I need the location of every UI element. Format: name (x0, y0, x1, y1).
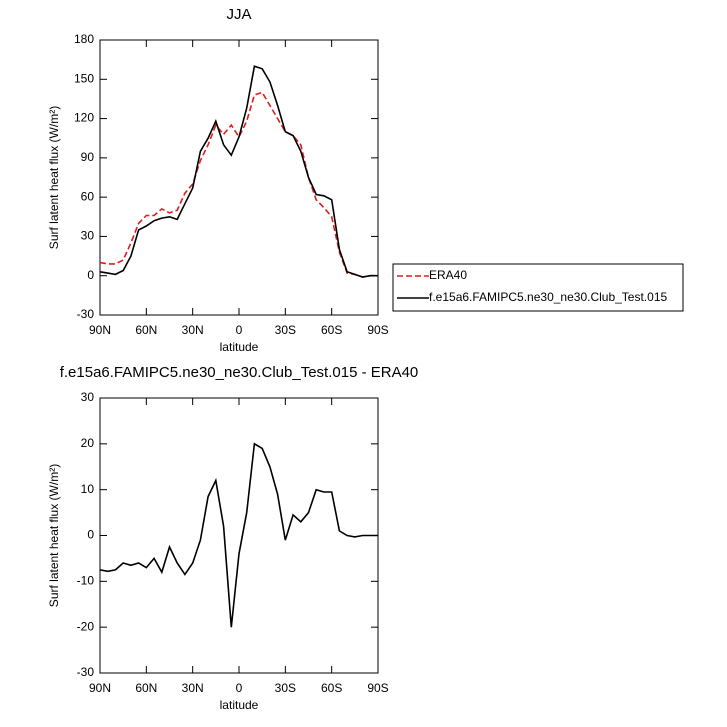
x-axis-label: latitude (220, 698, 259, 712)
y-axis-label: Surf latent heat flux (W/m²) (47, 106, 61, 249)
y-tick-label: 150 (74, 71, 94, 85)
legend-box (392, 263, 684, 312)
y-tick-label: 0 (87, 268, 94, 282)
y-tick-label: 20 (81, 436, 95, 450)
x-tick-label: 60N (135, 681, 157, 695)
y-tick-label: 180 (74, 32, 94, 46)
x-axis-label: latitude (220, 340, 259, 354)
x-tick-label: 60S (321, 323, 342, 337)
legend-label: ERA40 (429, 268, 467, 282)
y-axis-label: Surf latent heat flux (W/m²) (47, 464, 61, 607)
x-tick-label: 60S (321, 681, 342, 695)
x-tick-label: 0 (236, 323, 243, 337)
x-tick-label: 90S (367, 323, 388, 337)
x-tick-label: 30N (182, 681, 204, 695)
x-tick-label: 30S (275, 323, 296, 337)
plot-frame (99, 397, 379, 674)
chart-title: JJA (226, 6, 251, 23)
data-line (99, 91, 378, 278)
chart-title: f.e15a6.FAMIPC5.ne30_ne30.Club_Test.015 … (60, 364, 419, 381)
plot-frame (99, 39, 379, 316)
legend-label: f.e15a6.FAMIPC5.ne30_ne30.Club_Test.015 (429, 290, 667, 304)
y-tick-label: -30 (77, 665, 95, 679)
y-tick-label: 120 (74, 111, 94, 125)
y-tick-label: 30 (81, 229, 95, 243)
y-tick-label: 0 (87, 528, 94, 542)
x-tick-label: 90N (89, 323, 111, 337)
y-tick-label: 90 (81, 150, 95, 164)
y-tick-label: -10 (77, 574, 95, 588)
y-tick-label: -20 (77, 619, 95, 633)
x-tick-label: 30N (182, 323, 204, 337)
x-tick-label: 60N (135, 323, 157, 337)
x-tick-label: 90N (89, 681, 111, 695)
data-line (99, 65, 378, 278)
y-tick-label: 60 (81, 189, 95, 203)
y-tick-label: -30 (77, 307, 95, 321)
y-tick-label: 30 (81, 390, 95, 404)
y-tick-label: 10 (81, 482, 95, 496)
x-tick-label: 30S (275, 681, 296, 695)
x-tick-label: 0 (236, 681, 243, 695)
x-tick-label: 90S (367, 681, 388, 695)
data-line (99, 442, 378, 628)
